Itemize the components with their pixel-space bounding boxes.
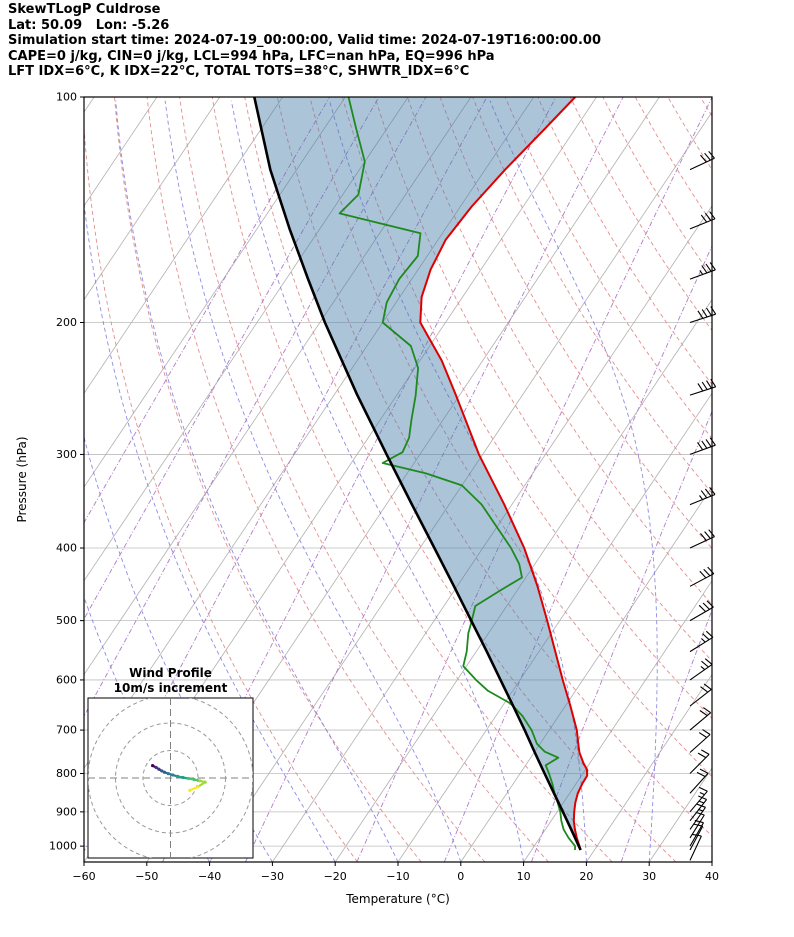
y-tick-label: 800: [56, 767, 77, 780]
hodograph-trace-point: [160, 769, 164, 773]
hodograph-trace-point: [196, 785, 200, 789]
chart-header: SkewTLogP Culdrose Lat: 50.09 Lon: -5.26…: [8, 2, 601, 80]
y-tick-label: 700: [56, 724, 77, 737]
hodograph-trace-point: [162, 770, 166, 774]
hodograph-content: [88, 698, 253, 858]
y-tick-label: 500: [56, 614, 77, 627]
y-tick-label: 100: [56, 91, 77, 104]
hodograph-trace-point: [154, 765, 158, 770]
y-axis-label: Pressure (hPa): [15, 436, 29, 522]
y-tick-label: 400: [56, 542, 77, 555]
cin-shaded-area: [254, 97, 588, 850]
hodograph-subtitle: 10m/s increment: [114, 681, 228, 695]
hodograph-ring: [115, 722, 226, 834]
hodograph-trace-point: [166, 772, 170, 776]
y-tick-label: 200: [56, 316, 77, 329]
parcel-line: [253, 97, 582, 851]
x-tick-label: 40: [705, 870, 719, 883]
hodograph-trace-point: [157, 767, 161, 771]
x-tick-label: 20: [579, 870, 593, 883]
hodograph-trace-point: [192, 778, 196, 782]
y-tick-label: 900: [56, 805, 77, 818]
chart-times: Simulation start time: 2024-07-19_00:00:…: [8, 33, 601, 49]
hodograph-ring: [142, 750, 199, 806]
hodograph-trace-point: [181, 775, 185, 780]
chart-cape-line: CAPE=0 j/kg, CIN=0 j/kg, LCL=994 hPa, LF…: [8, 48, 495, 64]
x-tick-label: −20: [324, 870, 347, 883]
hodograph-trace-point: [203, 780, 207, 784]
x-tick-label: −60: [72, 870, 95, 883]
x-tick-label: −10: [386, 870, 409, 883]
hodograph-trace-point: [171, 773, 175, 777]
temperature-line: [419, 97, 589, 851]
dewpoint-line: [338, 97, 576, 851]
x-tick-label: −50: [135, 870, 158, 883]
hodograph-trace-point: [188, 788, 192, 793]
y-tick-label: 1000: [49, 840, 77, 853]
moist-adiabat-lines: [84, 100, 712, 862]
x-tick-label: −40: [198, 870, 221, 883]
chart-location: Lat: 50.09 Lon: -5.26: [8, 17, 170, 33]
hodograph-title: Wind Profile: [129, 666, 212, 680]
x-tick-label: −30: [261, 870, 284, 883]
hodograph-trace-point: [151, 764, 155, 768]
x-axis-label: Temperature (°C): [345, 892, 450, 906]
y-tick-label: 300: [56, 448, 77, 461]
y-tick-label: 600: [56, 673, 77, 686]
x-tick-label: 10: [517, 870, 531, 883]
x-tick-label: 0: [457, 870, 464, 883]
hodograph-trace-point: [176, 774, 180, 779]
chart-indices-line: LFT IDX=6°C, K IDX=22°C, TOTAL TOTS=38°C…: [8, 64, 470, 80]
x-tick-label: 30: [642, 870, 656, 883]
hodograph-trace-point: [198, 779, 202, 783]
chart-title: SkewTLogP Culdrose: [8, 2, 161, 17]
hodograph-trace-point: [186, 776, 190, 781]
